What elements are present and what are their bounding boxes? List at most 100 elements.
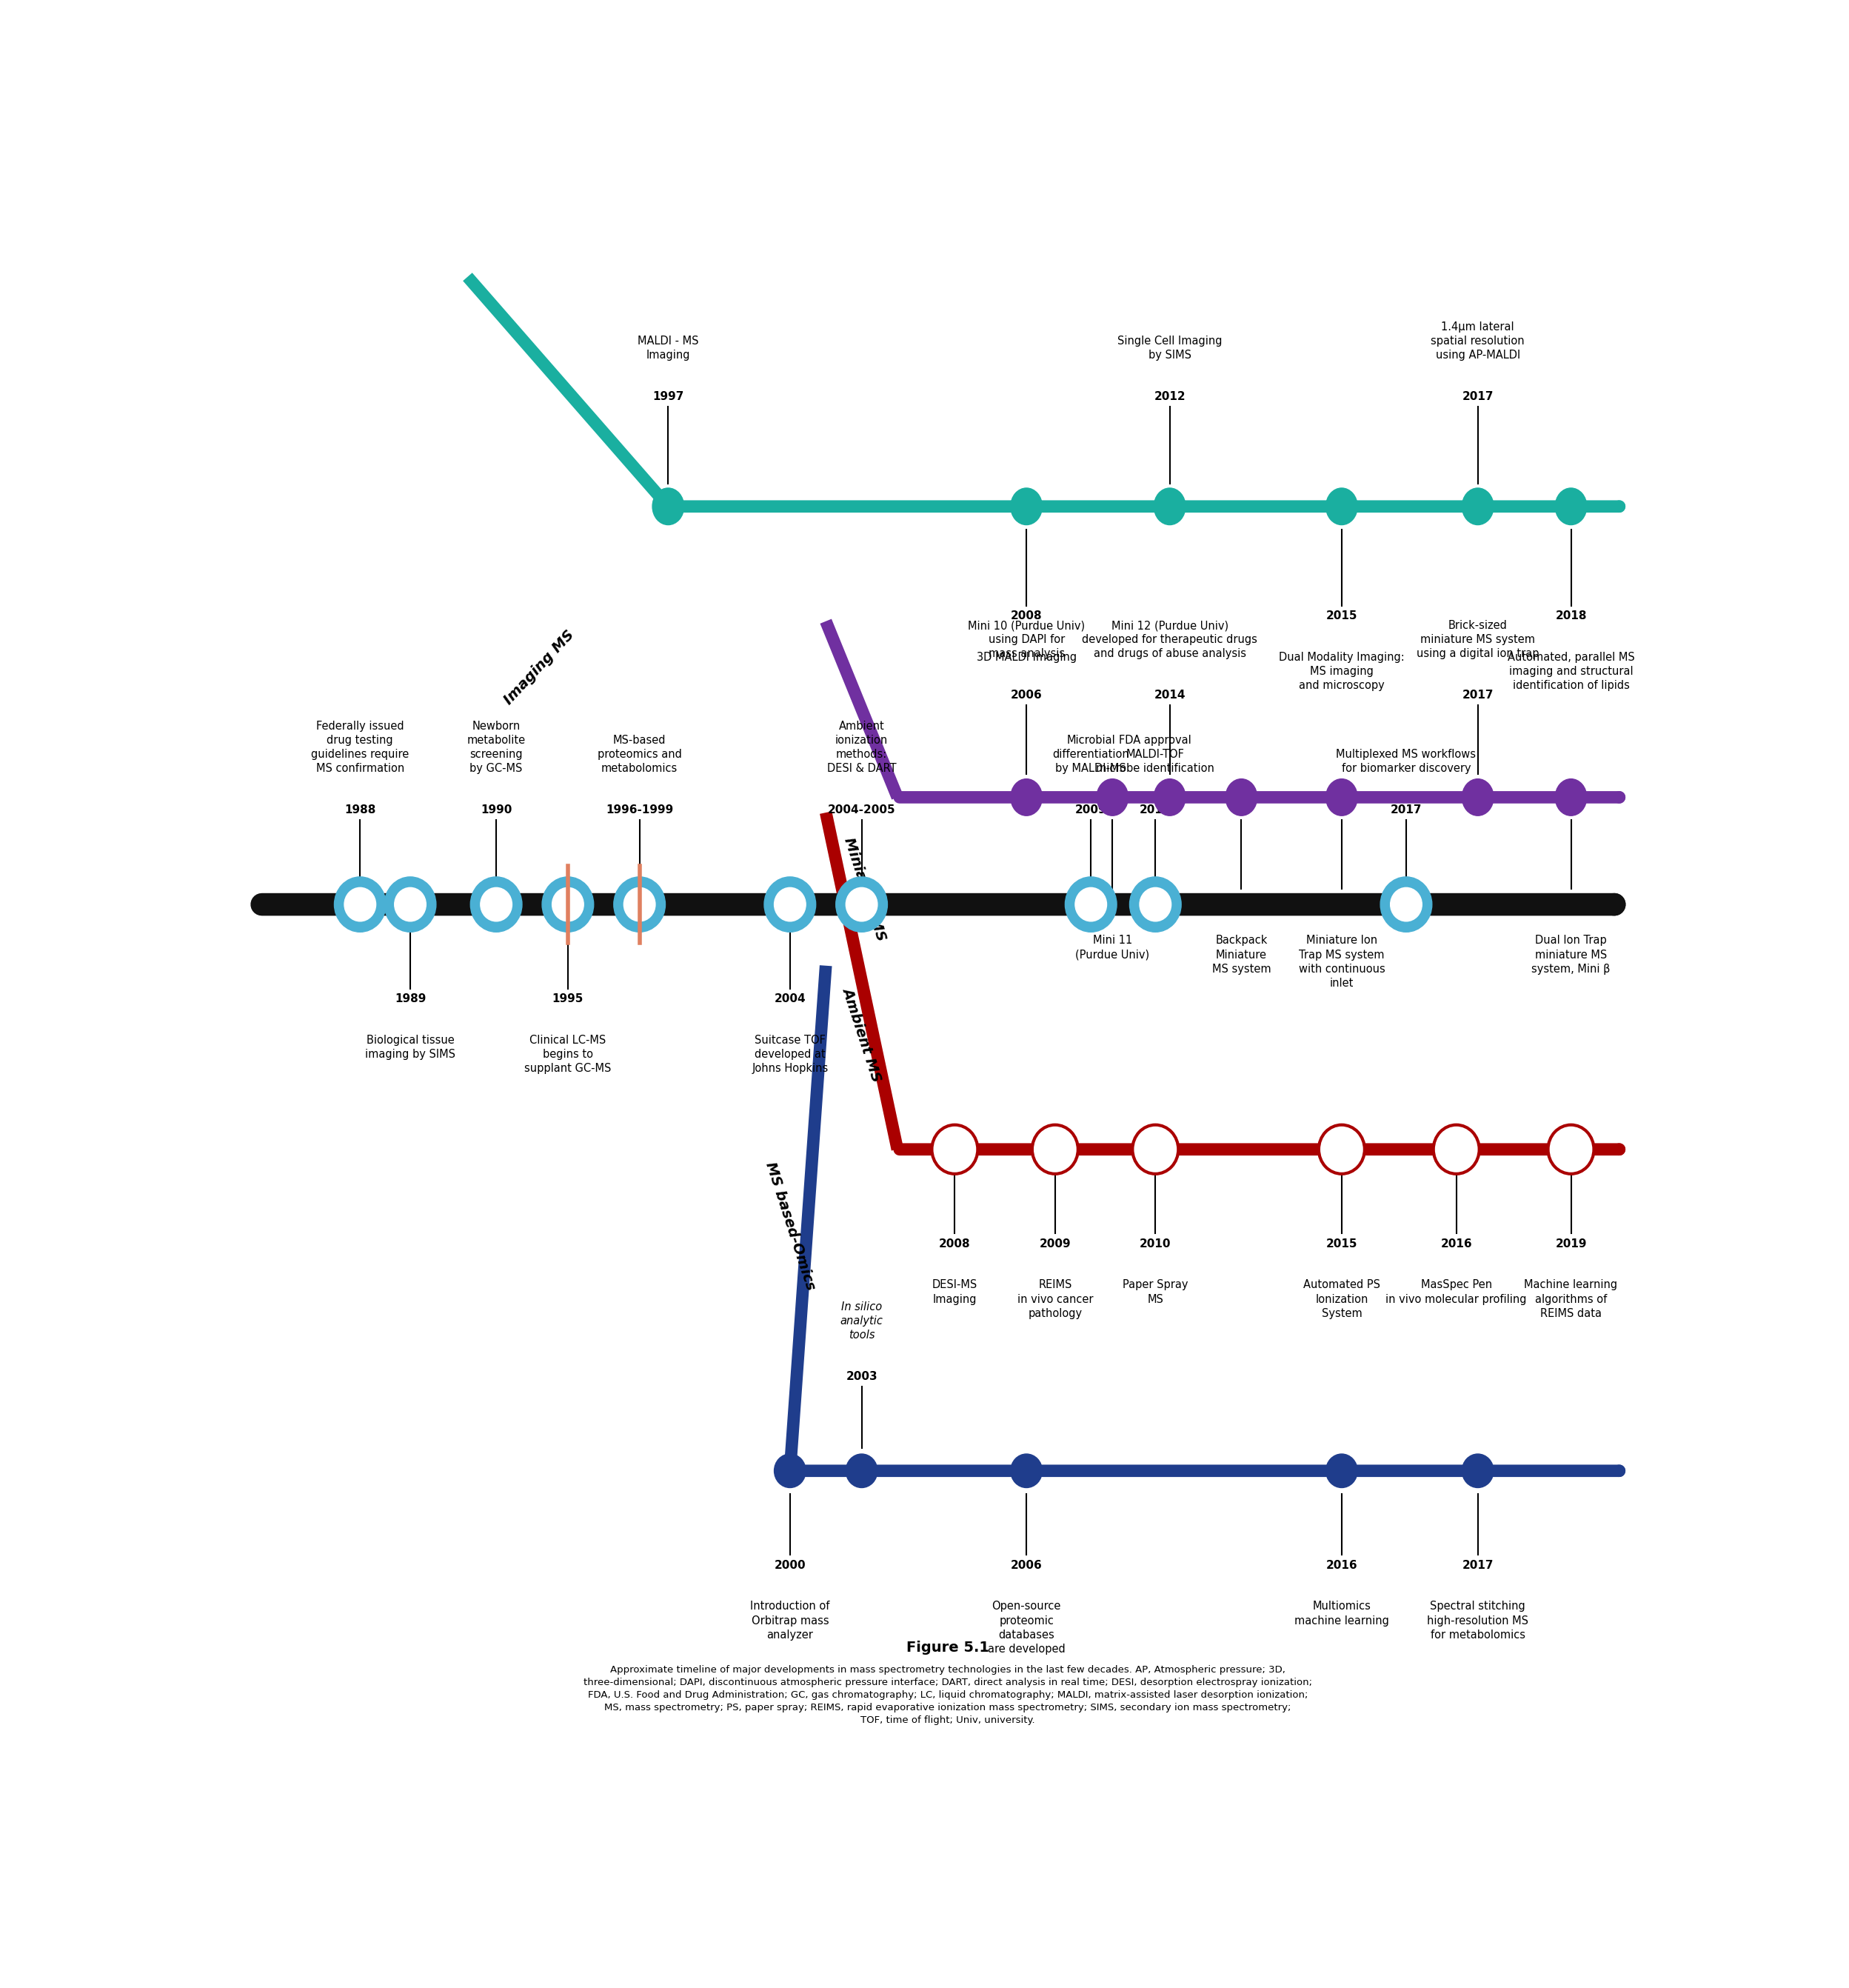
Text: 2017: 2017 bbox=[1463, 1561, 1494, 1571]
Text: Backpack
Miniature
MS system: Backpack Miniature MS system bbox=[1211, 934, 1270, 974]
Text: 1988: 1988 bbox=[344, 805, 375, 815]
Text: 2017: 2017 bbox=[1463, 690, 1494, 702]
Text: 2013: 2013 bbox=[1139, 805, 1170, 815]
Circle shape bbox=[1433, 1125, 1479, 1173]
Text: 1990: 1990 bbox=[481, 805, 512, 815]
Text: Dual Ion Trap
miniature MS
system, Mini β: Dual Ion Trap miniature MS system, Mini … bbox=[1531, 934, 1610, 974]
Text: In silico
analytic
tools: In silico analytic tools bbox=[839, 1302, 884, 1340]
Text: Mini 10 (Purdue Univ)
using DAPI for
mass analysis: Mini 10 (Purdue Univ) using DAPI for mas… bbox=[967, 620, 1085, 660]
Circle shape bbox=[775, 887, 806, 920]
Text: 2003: 2003 bbox=[845, 1372, 878, 1382]
Text: 2016: 2016 bbox=[1440, 1239, 1472, 1248]
Text: 2015: 2015 bbox=[1326, 610, 1357, 622]
Text: 2006: 2006 bbox=[1011, 1561, 1043, 1571]
Circle shape bbox=[553, 887, 584, 920]
Text: Federally issued
drug testing
guidelines require
MS confirmation: Federally issued drug testing guidelines… bbox=[311, 720, 409, 773]
Text: REIMS
in vivo cancer
pathology: REIMS in vivo cancer pathology bbox=[1017, 1280, 1093, 1318]
Text: Approximate timeline of major developments in mass spectrometry technologies in : Approximate timeline of major developmen… bbox=[582, 1666, 1313, 1726]
Circle shape bbox=[344, 887, 375, 920]
Ellipse shape bbox=[1226, 779, 1257, 815]
Circle shape bbox=[623, 887, 655, 920]
Text: 3D MALDI Imaging: 3D MALDI Imaging bbox=[976, 652, 1076, 662]
Circle shape bbox=[1548, 1125, 1594, 1173]
Circle shape bbox=[1130, 877, 1182, 932]
Text: 2004-2005: 2004-2005 bbox=[828, 805, 895, 815]
Circle shape bbox=[1559, 1135, 1585, 1163]
Text: 2014: 2014 bbox=[1154, 690, 1185, 702]
Circle shape bbox=[614, 877, 666, 932]
Circle shape bbox=[1074, 887, 1108, 920]
Text: Biological tissue
imaging by SIMS: Biological tissue imaging by SIMS bbox=[364, 1034, 455, 1060]
Text: Figure 5.1: Figure 5.1 bbox=[906, 1640, 989, 1654]
Text: Dual Modality Imaging:
MS imaging
and microscopy: Dual Modality Imaging: MS imaging and mi… bbox=[1280, 652, 1405, 692]
Circle shape bbox=[335, 877, 386, 932]
Text: 1.4μm lateral
spatial resolution
using AP-MALDI: 1.4μm lateral spatial resolution using A… bbox=[1431, 322, 1525, 362]
Circle shape bbox=[1032, 1125, 1078, 1173]
Text: MS-based
proteomics and
metabolomics: MS-based proteomics and metabolomics bbox=[597, 736, 682, 773]
Text: Suitcase TOF
developed at
Johns Hopkins: Suitcase TOF developed at Johns Hopkins bbox=[753, 1034, 828, 1074]
Ellipse shape bbox=[775, 1453, 806, 1487]
Circle shape bbox=[1318, 1125, 1365, 1173]
Text: 2015: 2015 bbox=[1326, 895, 1357, 905]
Circle shape bbox=[1329, 1135, 1355, 1163]
Ellipse shape bbox=[1463, 489, 1494, 525]
Circle shape bbox=[764, 877, 815, 932]
Text: Ambient
ionization
methods:
DESI & DART: Ambient ionization methods: DESI & DART bbox=[827, 720, 897, 773]
Text: Paper Spray
MS: Paper Spray MS bbox=[1122, 1280, 1189, 1304]
Text: Multiomics
machine learning: Multiomics machine learning bbox=[1294, 1600, 1389, 1626]
Ellipse shape bbox=[653, 489, 684, 525]
Text: MS based-Omics: MS based-Omics bbox=[762, 1159, 817, 1292]
Text: Clinical LC-MS
begins to
supplant GC-MS: Clinical LC-MS begins to supplant GC-MS bbox=[525, 1034, 612, 1074]
Text: 2010: 2010 bbox=[1139, 1239, 1170, 1248]
Circle shape bbox=[1043, 1135, 1069, 1163]
Circle shape bbox=[394, 887, 425, 920]
Text: FDA approval
MALDI-TOF
microbe identification: FDA approval MALDI-TOF microbe identific… bbox=[1096, 736, 1215, 773]
Text: 2015: 2015 bbox=[1326, 1239, 1357, 1248]
Circle shape bbox=[845, 887, 878, 920]
Text: 2008: 2008 bbox=[939, 1239, 971, 1248]
Circle shape bbox=[836, 877, 888, 932]
Text: Miniature Ion
Trap MS system
with continuous
inlet: Miniature Ion Trap MS system with contin… bbox=[1298, 934, 1385, 988]
Text: 2008: 2008 bbox=[1011, 610, 1043, 622]
Ellipse shape bbox=[1555, 489, 1586, 525]
Text: 2000: 2000 bbox=[775, 1561, 806, 1571]
Ellipse shape bbox=[1555, 779, 1586, 815]
Text: 2017: 2017 bbox=[1390, 805, 1422, 815]
Text: Single Cell Imaging
by SIMS: Single Cell Imaging by SIMS bbox=[1117, 336, 1222, 362]
Circle shape bbox=[385, 877, 436, 932]
Text: Multiplexed MS workflows
for biomarker discovery: Multiplexed MS workflows for biomarker d… bbox=[1337, 749, 1476, 773]
Text: 2014: 2014 bbox=[1226, 895, 1257, 905]
Text: 2004: 2004 bbox=[775, 994, 806, 1004]
Text: Automated PS
Ionization
System: Automated PS Ionization System bbox=[1304, 1280, 1379, 1318]
Ellipse shape bbox=[1096, 779, 1128, 815]
Ellipse shape bbox=[1011, 489, 1043, 525]
Text: 2006: 2006 bbox=[1011, 690, 1043, 702]
Text: Microbial
differentiation
by MALDI-MS: Microbial differentiation by MALDI-MS bbox=[1052, 736, 1130, 773]
Circle shape bbox=[1132, 1125, 1178, 1173]
Text: 2019: 2019 bbox=[1555, 1239, 1586, 1248]
Text: Open-source
proteomic
databases
are developed: Open-source proteomic databases are deve… bbox=[987, 1600, 1065, 1654]
Text: Ambient MS: Ambient MS bbox=[839, 986, 884, 1083]
Text: 2009: 2009 bbox=[1039, 1239, 1071, 1248]
Ellipse shape bbox=[1011, 779, 1043, 815]
Text: Spectral stitching
high-resolution MS
for metabolomics: Spectral stitching high-resolution MS fo… bbox=[1427, 1600, 1529, 1640]
Text: 2018: 2018 bbox=[1555, 895, 1586, 905]
Text: Newborn
metabolite
screening
by GC-MS: Newborn metabolite screening by GC-MS bbox=[468, 720, 525, 773]
Text: Mini 11
(Purdue Univ): Mini 11 (Purdue Univ) bbox=[1076, 934, 1150, 960]
Circle shape bbox=[1381, 877, 1431, 932]
Ellipse shape bbox=[1326, 489, 1357, 525]
Circle shape bbox=[470, 877, 521, 932]
Text: Brick-sized
miniature MS system
using a digital ion trap: Brick-sized miniature MS system using a … bbox=[1416, 620, 1538, 660]
Circle shape bbox=[1390, 887, 1422, 920]
Text: Miniature MS: Miniature MS bbox=[841, 835, 888, 942]
Text: 1989: 1989 bbox=[394, 994, 425, 1004]
Circle shape bbox=[1444, 1135, 1470, 1163]
Ellipse shape bbox=[1154, 489, 1185, 525]
Circle shape bbox=[542, 877, 594, 932]
Circle shape bbox=[1143, 1135, 1169, 1163]
Text: Introduction of
Orbitrap mass
analyzer: Introduction of Orbitrap mass analyzer bbox=[751, 1600, 830, 1640]
Text: MALDI - MS
Imaging: MALDI - MS Imaging bbox=[638, 336, 699, 362]
Text: Machine learning
algorithms of
REIMS data: Machine learning algorithms of REIMS dat… bbox=[1524, 1280, 1618, 1318]
Text: Mini 12 (Purdue Univ)
developed for therapeutic drugs
and drugs of abuse analysi: Mini 12 (Purdue Univ) developed for ther… bbox=[1082, 620, 1257, 660]
Circle shape bbox=[1139, 887, 1170, 920]
